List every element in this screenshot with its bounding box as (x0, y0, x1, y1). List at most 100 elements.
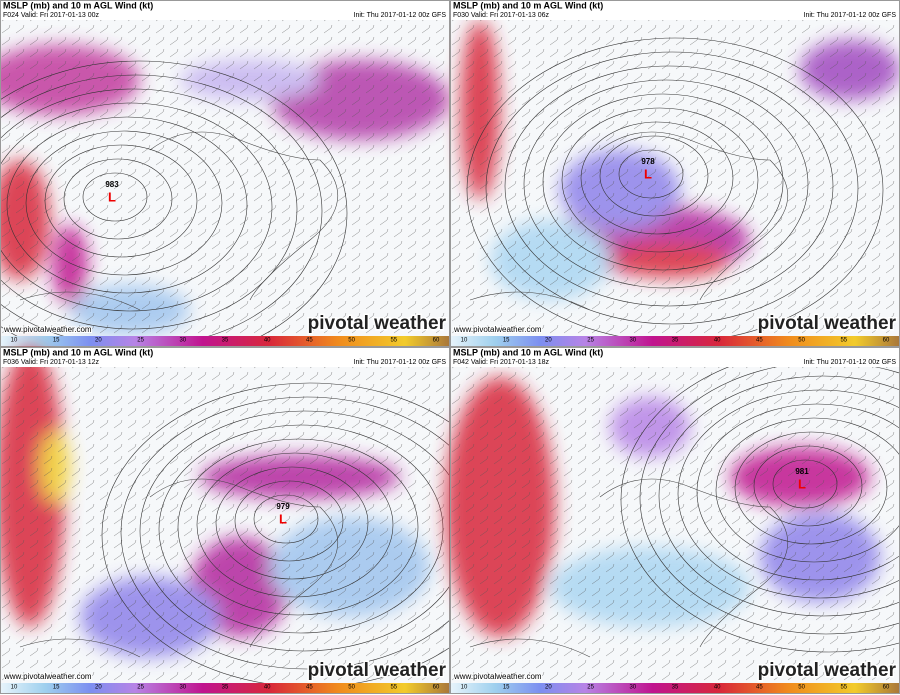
colorbar-tick-label: 40 (264, 338, 271, 344)
colorbar-tick-label: 15 (53, 685, 60, 691)
panel-border (0, 0, 450, 347)
isobar (696, 403, 900, 581)
isobar (504, 65, 834, 307)
colorbar (0, 683, 450, 694)
website: www.pivotalweather.com (3, 325, 92, 334)
colorbar-tick-label: 45 (306, 338, 313, 344)
low-symbol: L (108, 189, 116, 204)
colorbar-tick-label: 40 (714, 338, 721, 344)
isobar (25, 130, 223, 276)
isobar (658, 375, 900, 617)
isobar (485, 51, 859, 325)
panel-title: MSLP (mb) and 10 m AGL Wind (kt) (453, 347, 603, 357)
colorbar (0, 336, 450, 347)
logo: pivotal weather (758, 660, 897, 681)
colorbar-tick-label: 55 (840, 338, 847, 344)
website: www.pivotalweather.com (453, 672, 542, 681)
isobar (0, 88, 298, 330)
low-symbol: L (644, 166, 652, 181)
isobar (561, 107, 759, 253)
isobar (196, 452, 394, 598)
colorbar-tick-label: 55 (840, 685, 847, 691)
colorbar-tick-label: 25 (587, 338, 594, 344)
isobar (215, 466, 369, 580)
low-symbol: L (279, 511, 287, 526)
valid-time: F030 Valid: Fri 2017-01-13 06z (453, 12, 549, 19)
colorbar-tick-label: 30 (629, 338, 636, 344)
colorbar-tick-label: 60 (883, 338, 890, 344)
colorbar-tick-label: 60 (433, 685, 440, 691)
isobar (715, 417, 900, 563)
init-time: Init: Thu 2017-01-12 00z GFS (804, 12, 897, 19)
colorbar-tick-label: 45 (756, 338, 763, 344)
header-bg (0, 347, 450, 367)
colorbar-tick-label: 20 (95, 685, 102, 691)
colorbar (450, 683, 900, 694)
header-bg (450, 0, 900, 20)
colorbar (450, 336, 900, 347)
isobar (158, 424, 444, 634)
colorbar-tick-label: 30 (629, 685, 636, 691)
colorbar-tick-label: 35 (672, 338, 679, 344)
colorbar-tick-label: 50 (798, 338, 805, 344)
colorbar-tick-label: 55 (390, 338, 397, 344)
coastline (469, 478, 789, 658)
isobar (253, 494, 319, 544)
colorbar-tick-label: 10 (11, 338, 18, 344)
isobar (523, 79, 809, 289)
colorbar-tick-label: 20 (95, 338, 102, 344)
colorbar-tick-label: 10 (461, 338, 468, 344)
low-pressure-value: 981 (795, 467, 809, 476)
logo: pivotal weather (308, 660, 447, 681)
colorbar-tick-label: 35 (222, 338, 229, 344)
colorbar-tick-label: 40 (264, 685, 271, 691)
coastline (19, 478, 339, 658)
colorbar-tick-label: 15 (503, 338, 510, 344)
colorbar-tick-label: 35 (222, 685, 229, 691)
colorbar-tick-label: 15 (53, 338, 60, 344)
isobar (82, 172, 148, 222)
colorbar-tick-label: 35 (672, 685, 679, 691)
colorbar-tick-label: 20 (545, 685, 552, 691)
logo: pivotal weather (308, 313, 447, 334)
website: www.pivotalweather.com (453, 325, 542, 334)
wind-barbs (0, 367, 450, 683)
colorbar-tick-label: 50 (798, 685, 805, 691)
valid-time: F024 Valid: Fri 2017-01-13 00z (3, 12, 99, 19)
colorbar-tick-label: 25 (137, 685, 144, 691)
colorbar-tick-label: 20 (545, 338, 552, 344)
header-bg (0, 0, 450, 20)
colorbar-tick-label: 55 (390, 685, 397, 691)
colorbar-tick-label: 10 (11, 685, 18, 691)
panel-title: MSLP (mb) and 10 m AGL Wind (kt) (3, 0, 153, 10)
low-pressure-value: 983 (105, 180, 119, 189)
colorbar-tick-label: 30 (179, 338, 186, 344)
isobar (177, 438, 419, 616)
logo: pivotal weather (758, 313, 897, 334)
isobar (0, 102, 273, 312)
colorbar-tick-label: 50 (348, 685, 355, 691)
colorbar-tick-label: 45 (306, 685, 313, 691)
low-pressure-value: 978 (641, 157, 655, 166)
init-time: Init: Thu 2017-01-12 00z GFS (804, 359, 897, 366)
colorbar-tick-label: 40 (714, 685, 721, 691)
isobar (618, 149, 684, 199)
coastline (469, 131, 789, 311)
coastline (19, 131, 339, 311)
isobar (734, 431, 888, 545)
colorbar-tick-label: 45 (756, 685, 763, 691)
isobar (772, 459, 838, 509)
low-symbol: L (798, 476, 806, 491)
isobar (63, 158, 173, 240)
init-time: Init: Thu 2017-01-12 00z GFS (354, 12, 447, 19)
wind-barbs (450, 367, 900, 683)
colorbar-tick-label: 50 (348, 338, 355, 344)
colorbar-tick-label: 25 (137, 338, 144, 344)
colorbar-tick-label: 15 (503, 685, 510, 691)
isobar (753, 445, 863, 527)
wind-barbs (450, 20, 900, 336)
